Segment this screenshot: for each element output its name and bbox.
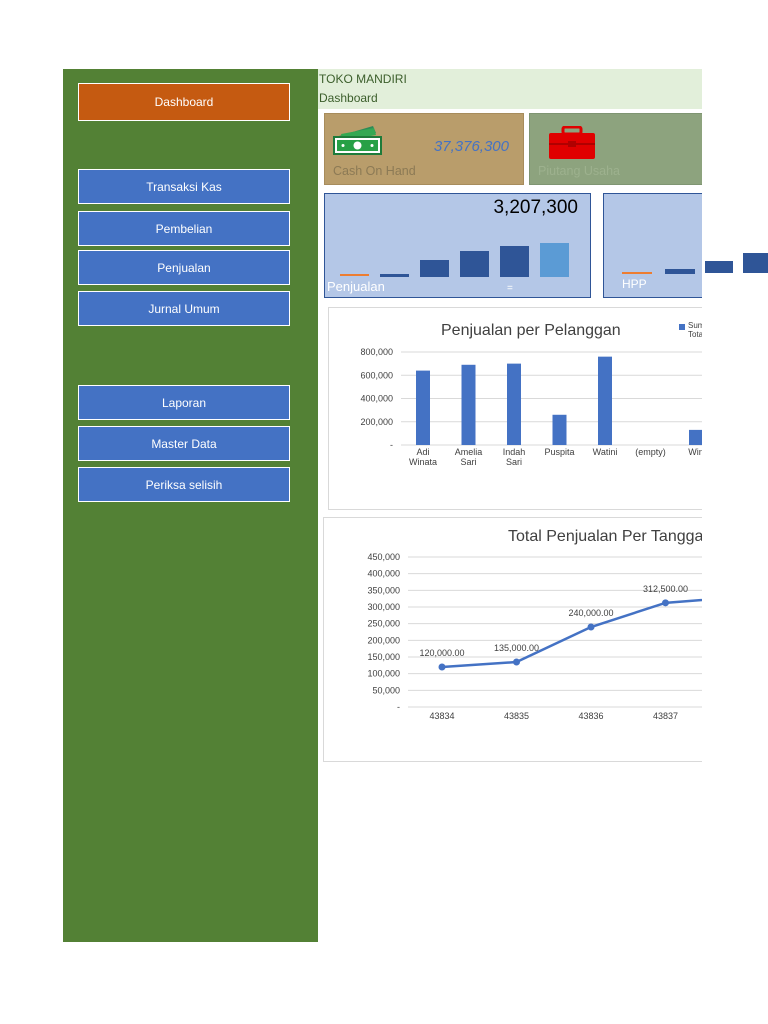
penjualan-spark-card[interactable]: 3,207,300 Penjualan = bbox=[324, 193, 591, 298]
nav-penjualan-button[interactable]: Penjualan bbox=[78, 250, 290, 285]
data-point bbox=[587, 623, 595, 631]
x-tick-label: Sari bbox=[460, 457, 476, 467]
cash-label: Cash On Hand bbox=[333, 164, 416, 178]
hpp-overflow-sparkline bbox=[705, 253, 768, 273]
spark-bar bbox=[665, 269, 695, 274]
x-tick-label: 43834 bbox=[429, 711, 454, 721]
data-point bbox=[513, 658, 520, 666]
x-tick-label: Watini bbox=[593, 447, 618, 457]
y-tick-label: 600,000 bbox=[360, 370, 393, 380]
data-label: 120,000.00 bbox=[419, 648, 464, 658]
x-tick-label: (empty) bbox=[635, 447, 666, 457]
data-point bbox=[662, 599, 669, 607]
hpp-sparkline bbox=[622, 269, 695, 274]
spark-bar bbox=[540, 243, 569, 277]
data-label: 240,000.00 bbox=[568, 608, 613, 618]
data-label: 135,000.00 bbox=[494, 643, 539, 653]
penjualan-sparkline bbox=[340, 243, 569, 277]
x-tick-label: Amelia bbox=[455, 447, 483, 457]
bar bbox=[507, 363, 521, 445]
spark-bar bbox=[380, 274, 409, 277]
y-tick-label: 200,000 bbox=[367, 635, 400, 645]
y-tick-label: 200,000 bbox=[360, 417, 393, 427]
page-title: Dashboard bbox=[319, 91, 378, 105]
nav-master-data-button[interactable]: Master Data bbox=[78, 426, 290, 461]
legend-line-1: Sum of bbox=[688, 321, 702, 330]
x-tick-label: Indah bbox=[503, 447, 526, 457]
y-tick-label: 400,000 bbox=[367, 569, 400, 579]
line-chart-panel: Total Penjualan Per Tanggal - 50,000 100,0… bbox=[323, 517, 702, 762]
x-tick-label: Winata bbox=[409, 457, 437, 467]
bar-chart-title: Penjualan per Pelanggan bbox=[441, 322, 621, 339]
spark-bar bbox=[500, 246, 529, 277]
nav-periksa-selisih-button[interactable]: Periksa selisih bbox=[78, 467, 290, 502]
spark-bar bbox=[705, 261, 733, 273]
spark-bar bbox=[460, 251, 489, 277]
bar bbox=[461, 364, 476, 445]
bar bbox=[552, 414, 567, 445]
y-tick-label: 300,000 bbox=[367, 602, 400, 612]
piutang-label: Piutang Usaha bbox=[538, 164, 621, 178]
bar-chart-panel: Penjualan per Pelanggan Sum of Total - 20… bbox=[328, 307, 702, 510]
x-tick-label: 43835 bbox=[504, 711, 529, 721]
y-tick-label: 150,000 bbox=[367, 652, 400, 662]
nav-jurnal-umum-button[interactable]: Jurnal Umum bbox=[78, 291, 290, 326]
spark-bar bbox=[743, 253, 768, 273]
cash-card[interactable]: 37,376,300 Cash On Hand bbox=[324, 113, 524, 185]
y-tick-label: 450,000 bbox=[367, 552, 400, 562]
x-tick-label: Puspita bbox=[544, 447, 574, 457]
spark-bar bbox=[340, 274, 369, 276]
y-tick-label: 800,000 bbox=[360, 347, 393, 357]
line-chart-title: Total Penjualan Per Tanggal bbox=[508, 528, 702, 545]
y-tick-label: 350,000 bbox=[367, 585, 400, 595]
line-chart-plot: - 50,000 100,000 150,000 200,000 250,000 300,0… bbox=[367, 552, 702, 721]
nav-dashboard-button[interactable]: Dashboard bbox=[78, 83, 290, 121]
legend-line-2: Total bbox=[688, 330, 702, 339]
x-tick-label: Win bbox=[688, 447, 702, 457]
penjualan-label: Penjualan bbox=[327, 279, 385, 294]
penjualan-value: 3,207,300 bbox=[493, 197, 578, 218]
data-point bbox=[438, 663, 446, 671]
spark-bar bbox=[420, 260, 449, 277]
nav-pembelian-button[interactable]: Pembelian bbox=[78, 211, 290, 246]
nav-laporan-button[interactable]: Laporan bbox=[78, 385, 290, 420]
hpp-label: HPP bbox=[622, 277, 647, 291]
spark-mark: = bbox=[507, 283, 513, 294]
bar bbox=[416, 370, 430, 445]
cash-value: 37,376,300 bbox=[433, 138, 509, 155]
y-tick-label: 400,000 bbox=[360, 394, 393, 404]
money-icon bbox=[333, 124, 383, 161]
header-band: TOKO MANDIRI Dashboard bbox=[318, 69, 702, 109]
dashboard-main: TOKO MANDIRI Dashboard 37,376,300 Cash O… bbox=[318, 69, 702, 942]
y-tick-label: - bbox=[390, 440, 393, 450]
briefcase-icon bbox=[548, 125, 596, 165]
x-tick-label: Adi bbox=[416, 447, 429, 457]
piutang-card[interactable]: Piutang Usaha bbox=[529, 113, 702, 185]
bar bbox=[598, 356, 612, 445]
nav-transaksi-kas-button[interactable]: Transaksi Kas bbox=[78, 169, 290, 204]
spark-bar bbox=[622, 272, 652, 274]
bar bbox=[689, 429, 702, 445]
data-label: 312,500.00 bbox=[643, 584, 688, 594]
x-tick-label: 43836 bbox=[578, 711, 603, 721]
y-tick-label: 50,000 bbox=[372, 685, 400, 695]
sidebar: Dashboard Transaksi Kas Pembelian Penjua… bbox=[63, 69, 318, 942]
hpp-spark-card[interactable]: HPP bbox=[603, 193, 702, 298]
y-tick-label: 100,000 bbox=[367, 669, 400, 679]
y-tick-label: 250,000 bbox=[367, 619, 400, 629]
x-tick-label: 43837 bbox=[653, 711, 678, 721]
x-tick-label: Sari bbox=[506, 457, 522, 467]
y-tick-label: - bbox=[397, 702, 400, 712]
company-name: TOKO MANDIRI bbox=[319, 72, 407, 86]
legend-swatch bbox=[679, 324, 685, 330]
